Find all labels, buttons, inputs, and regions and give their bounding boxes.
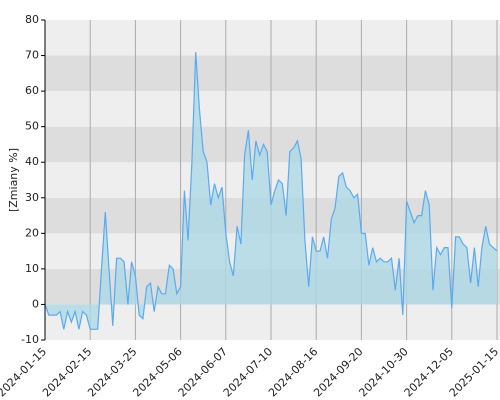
grid-band [45,91,500,127]
y-tick-label: 70 [25,49,39,62]
y-tick-label: 30 [25,191,39,204]
line [44,51,498,330]
y-tick-label: 80 [25,13,39,26]
grid-band [45,304,500,340]
y-tick-label: -10 [21,333,39,346]
grid-band [45,55,500,92]
area [45,52,497,330]
grid-band [45,162,500,198]
grid-band [45,126,500,163]
grid-band [45,20,500,56]
y-tick-label: 50 [25,120,39,133]
y-tick-label: 10 [25,262,39,275]
y-tick-label: 20 [25,226,39,239]
y-axis-label: [Zmiany %] [7,148,20,212]
y-tick-label: 0 [32,297,39,310]
y-tick-label: 40 [25,155,39,168]
y-tick-label: 60 [25,84,39,97]
